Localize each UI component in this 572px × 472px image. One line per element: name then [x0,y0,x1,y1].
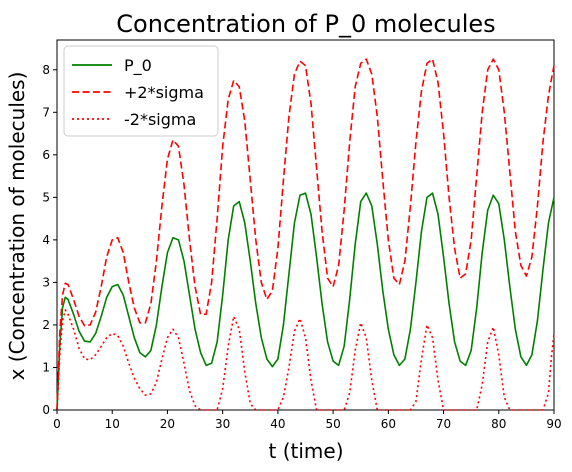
series-line-2 [56,309,555,411]
legend: P_0 +2*sigma -2*sigma [63,45,219,137]
x-tick-label-7: 70 [436,417,451,431]
y-tick-label-8: 8 [42,63,50,77]
x-tick-label-8: 80 [491,417,506,431]
y-tick-label-1: 1 [42,360,50,374]
legend-items: P_0 +2*sigma -2*sigma [72,56,204,129]
y-axis-label: x (Concentration of molecules) [5,72,29,381]
y-tick-label-5: 5 [42,190,50,204]
x-tick-label-0: 0 [53,417,61,431]
y-tick-label-3: 3 [42,275,50,289]
y-tick-label-0: 0 [42,403,50,417]
series-layer [56,58,555,411]
legend-label-1: +2*sigma [124,83,204,102]
x-tick-label-2: 20 [160,417,175,431]
y-tick-label-7: 7 [42,105,50,119]
y-tick-label-2: 2 [42,318,50,332]
y-axis-ticks: 0 1 2 3 4 5 6 7 8 [42,63,57,417]
series-line-1 [56,58,555,411]
y-tick-label-4: 4 [42,233,50,247]
series-line-0 [56,192,555,411]
x-tick-label-6: 60 [381,417,396,431]
y-tick-label-6: 6 [42,148,50,162]
x-axis-ticks: 0 10 20 30 40 50 60 70 80 90 [53,410,562,431]
plot-frame [56,39,555,411]
x-tick-label-1: 10 [105,417,120,431]
x-tick-label-9: 90 [546,417,561,431]
x-tick-label-3: 30 [215,417,230,431]
plot-area: 0 10 20 30 40 50 60 70 80 90 0 1 2 3 4 5 6 7 8 [42,39,562,431]
legend-box [63,45,219,137]
x-tick-label-4: 40 [270,417,285,431]
chart-title: Concentration of P_0 molecules [116,10,495,38]
x-axis-label: t (time) [269,439,344,463]
x-tick-label-5: 50 [325,417,340,431]
legend-label-0: P_0 [124,56,152,76]
legend-label-2: -2*sigma [124,110,196,129]
